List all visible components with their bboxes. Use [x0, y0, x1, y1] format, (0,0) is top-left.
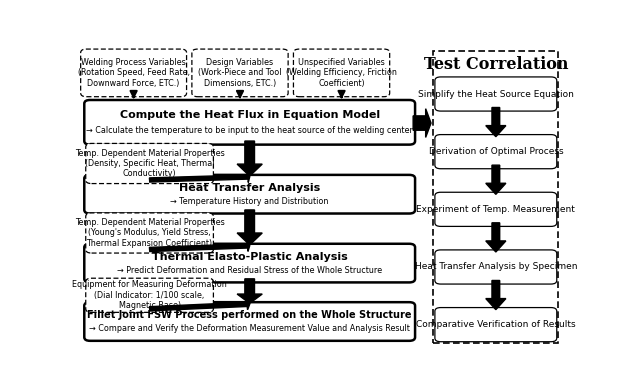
FancyBboxPatch shape [84, 302, 415, 341]
Text: Welding Process Variables
(Rotation Speed, Feed Rate,
Downward Force, ETC.): Welding Process Variables (Rotation Spee… [77, 58, 190, 88]
FancyArrow shape [485, 165, 506, 194]
FancyArrow shape [485, 107, 506, 137]
FancyBboxPatch shape [84, 175, 415, 214]
Text: Experiment of Temp. Measurement: Experiment of Temp. Measurement [416, 205, 575, 214]
Text: → Calculate the temperature to be input to the heat source of the welding center: → Calculate the temperature to be input … [86, 126, 413, 135]
Text: Design Variables
(Work-Piece and Tool
Dimensions, ETC.): Design Variables (Work-Piece and Tool Di… [198, 58, 282, 88]
FancyArrow shape [149, 299, 250, 311]
FancyBboxPatch shape [192, 49, 288, 97]
Text: Heat Transfer Analysis by Specimen: Heat Transfer Analysis by Specimen [414, 263, 577, 272]
FancyArrow shape [237, 210, 262, 245]
FancyBboxPatch shape [84, 100, 415, 145]
FancyBboxPatch shape [435, 77, 557, 111]
Text: Temp. Dependent Material Properties
(Young's Modulus, Yield Stress,
Thermal Expa: Temp. Dependent Material Properties (You… [75, 218, 225, 248]
Text: Derivation of Optimal Process: Derivation of Optimal Process [429, 147, 563, 156]
Text: Thermal Elasto-Plastic Analysis: Thermal Elasto-Plastic Analysis [152, 252, 348, 262]
FancyBboxPatch shape [85, 213, 213, 253]
FancyBboxPatch shape [435, 308, 557, 342]
Text: → Predict Deformation and Residual Stress of the Whole Structure: → Predict Deformation and Residual Stres… [117, 266, 383, 275]
FancyBboxPatch shape [85, 144, 213, 184]
Text: Temp. Dependent Material Properties
(Density, Specific Heat, Thermal
Conductivit: Temp. Dependent Material Properties (Den… [75, 149, 225, 179]
FancyArrow shape [149, 172, 250, 182]
FancyArrow shape [413, 109, 431, 137]
Text: Compute the Heat Flux in Equation Model: Compute the Heat Flux in Equation Model [120, 110, 380, 120]
Text: Equipment for Measuring Deformation
(Dial Indicator: 1/100 scale,
Magnetic Base): Equipment for Measuring Deformation (Dia… [72, 280, 227, 310]
FancyArrow shape [149, 240, 250, 252]
FancyArrow shape [237, 141, 262, 176]
Text: Comparative Verification of Results: Comparative Verification of Results [416, 320, 576, 329]
FancyArrow shape [237, 279, 262, 303]
Text: Fillet Joint FSW Process performed on the Whole Structure: Fillet Joint FSW Process performed on th… [87, 310, 412, 320]
Text: Test Correlation: Test Correlation [424, 56, 568, 73]
FancyBboxPatch shape [435, 192, 557, 226]
Text: Simplify the Heat Source Equation: Simplify the Heat Source Equation [418, 89, 573, 98]
Text: → Compare and Verify the Deformation Measurement Value and Analysis Result: → Compare and Verify the Deformation Mea… [89, 324, 410, 333]
FancyBboxPatch shape [435, 135, 557, 169]
FancyArrow shape [485, 280, 506, 310]
FancyBboxPatch shape [84, 244, 415, 282]
Text: Heat Transfer Analysis: Heat Transfer Analysis [179, 183, 320, 193]
Text: → Temperature History and Distribution: → Temperature History and Distribution [170, 197, 329, 206]
FancyBboxPatch shape [80, 49, 187, 97]
FancyBboxPatch shape [293, 49, 389, 97]
FancyArrow shape [485, 223, 506, 252]
FancyBboxPatch shape [85, 278, 213, 312]
FancyBboxPatch shape [434, 51, 558, 343]
Text: Unspecified Variables
(Welding Efficiency, Friction
Coefficient): Unspecified Variables (Welding Efficienc… [286, 58, 397, 88]
FancyBboxPatch shape [435, 250, 557, 284]
